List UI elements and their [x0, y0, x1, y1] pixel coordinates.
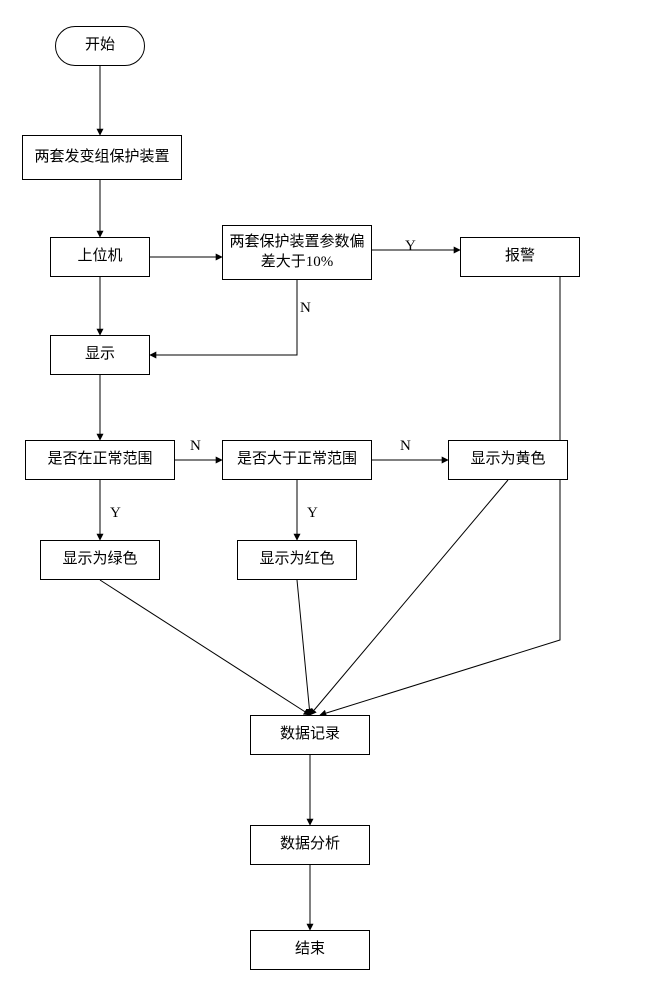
node-host: 上位机 [50, 237, 150, 277]
node-end: 结束 [250, 930, 370, 970]
edge-deviation-display [150, 280, 297, 355]
edge-green-record [100, 580, 310, 715]
node-analysis: 数据分析 [250, 825, 370, 865]
node-label: 是否在正常范围 [47, 450, 152, 470]
edge-yellow-record [310, 480, 508, 715]
edge-alarm-record [320, 277, 560, 715]
node-label: 数据记录 [280, 725, 340, 745]
node-label: 显示为红色 [259, 550, 334, 570]
node-label: 两套保护装置参数偏差大于10% [229, 233, 365, 272]
edge-label: Y [307, 505, 318, 522]
node-label: 显示 [85, 345, 115, 365]
node-devices: 两套发变组保护装置 [22, 135, 182, 180]
edge-red-record [297, 580, 310, 715]
node-label: 两套发变组保护装置 [34, 148, 169, 168]
node-alarm: 报警 [460, 237, 580, 277]
node-label: 结束 [295, 940, 325, 960]
edge-label: Y [405, 238, 416, 255]
node-label: 开始 [85, 36, 115, 56]
node-green: 显示为绿色 [40, 540, 160, 580]
flowchart-canvas: 开始两套发变组保护装置上位机 两套保护装置参数偏差大于10% 报警显示是否在正常范围… [0, 0, 664, 1000]
node-label: 上位机 [77, 247, 122, 267]
edge-label: N [400, 438, 411, 455]
node-display: 显示 [50, 335, 150, 375]
edge-label: N [190, 438, 201, 455]
edge-label: N [300, 300, 311, 317]
node-deviation: 两套保护装置参数偏差大于10% [222, 225, 372, 280]
node-label: 显示为黄色 [470, 450, 545, 470]
node-in_range: 是否在正常范围 [25, 440, 175, 480]
edge-label: Y [110, 505, 121, 522]
node-red: 显示为红色 [237, 540, 357, 580]
node-label: 是否大于正常范围 [237, 450, 357, 470]
node-record: 数据记录 [250, 715, 370, 755]
node-gt_range: 是否大于正常范围 [222, 440, 372, 480]
node-label: 显示为绿色 [62, 550, 137, 570]
node-start: 开始 [55, 26, 145, 66]
node-label: 数据分析 [280, 835, 340, 855]
node-label: 报警 [505, 247, 535, 267]
node-yellow: 显示为黄色 [448, 440, 568, 480]
